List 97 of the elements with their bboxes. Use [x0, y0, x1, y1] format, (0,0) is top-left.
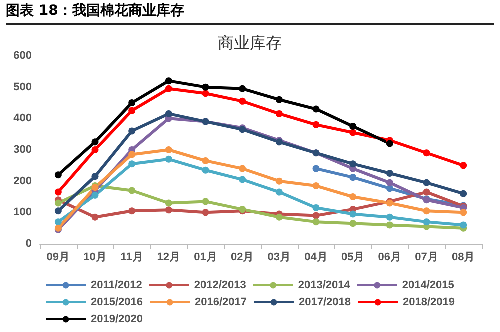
legend-label: 2013/2014	[298, 280, 352, 292]
point	[54, 208, 62, 215]
point	[423, 179, 430, 186]
point	[350, 123, 357, 130]
point	[202, 90, 210, 98]
point	[312, 121, 320, 128]
point	[312, 182, 320, 190]
point	[92, 173, 99, 180]
x-tick-label: 07月	[415, 252, 438, 264]
legend-label: 2014/2015	[402, 280, 454, 292]
point	[350, 160, 357, 168]
point	[54, 200, 62, 207]
chart-subtitle: 商业库存	[218, 34, 282, 52]
legend-label: 2019/2020	[91, 314, 143, 326]
legend-label: 2015/2016	[91, 296, 143, 308]
point	[165, 110, 172, 118]
legend-label: 2011/2012	[91, 280, 142, 292]
point	[128, 151, 136, 158]
point	[54, 218, 62, 226]
x-tick-label: 05月	[341, 252, 365, 264]
point	[128, 128, 136, 135]
point	[386, 179, 394, 186]
point	[165, 200, 172, 207]
chart-title: 图表 18：我国棉花商业库存	[6, 2, 494, 25]
point	[92, 146, 99, 154]
point	[350, 220, 357, 228]
y-tick-label: 500	[14, 81, 32, 94]
point	[239, 98, 246, 105]
point	[202, 209, 210, 216]
point	[128, 208, 136, 215]
x-tick-label: 01月	[194, 252, 218, 264]
point	[276, 178, 283, 185]
legend-label: 2012/2013	[194, 280, 246, 292]
point	[276, 110, 283, 118]
point	[460, 222, 468, 229]
point	[276, 96, 283, 104]
point	[312, 212, 320, 220]
y-tick-label: 100	[14, 206, 32, 219]
point	[386, 140, 394, 148]
y-tick-label: 400	[14, 112, 32, 125]
point	[54, 188, 62, 196]
point	[423, 188, 430, 196]
x-tick-label: 11月	[120, 252, 144, 264]
point	[165, 206, 172, 214]
point	[239, 85, 246, 92]
x-tick-label: 12月	[157, 252, 181, 264]
legend-label: 2016/2017	[195, 296, 247, 308]
point	[202, 198, 210, 206]
legend-label: 2017/2018	[298, 296, 351, 308]
point	[239, 176, 246, 184]
x-tick-label: 10月	[84, 252, 107, 264]
y-tick-label: 300	[14, 144, 32, 156]
point	[350, 129, 357, 136]
point	[92, 214, 99, 221]
point	[312, 218, 320, 226]
point	[350, 210, 357, 218]
point	[423, 218, 430, 226]
point	[202, 166, 210, 174]
point	[92, 192, 99, 199]
point	[460, 190, 468, 198]
y-tick-label: 600	[14, 50, 32, 62]
point	[460, 209, 468, 216]
point	[350, 194, 357, 200]
point	[165, 156, 172, 163]
point	[312, 165, 320, 172]
point	[202, 84, 210, 91]
point	[128, 187, 136, 194]
point	[460, 162, 468, 170]
point	[128, 107, 136, 114]
point	[202, 157, 210, 164]
point	[312, 106, 320, 113]
x-tick-label: 04月	[304, 252, 328, 264]
point	[128, 160, 136, 168]
point	[386, 214, 394, 221]
point	[386, 170, 394, 177]
x-tick-label: 06月	[378, 252, 402, 264]
point	[350, 174, 357, 182]
point	[165, 78, 172, 85]
point	[423, 208, 430, 215]
x-tick-label: 09月	[46, 252, 70, 264]
x-tick-label: 03月	[268, 252, 292, 264]
point	[276, 214, 283, 221]
point	[165, 146, 172, 154]
point	[165, 85, 172, 92]
point	[239, 165, 246, 172]
point	[54, 172, 62, 179]
y-tick-label: 0	[26, 238, 32, 250]
point	[276, 188, 283, 196]
x-tick-label: 02月	[230, 252, 254, 264]
x-tick-label: 08月	[452, 252, 476, 264]
point	[386, 222, 394, 229]
point	[312, 204, 320, 212]
point	[92, 138, 99, 146]
y-tick-label: 200	[14, 175, 32, 188]
legend-label: 2018/2019	[402, 296, 455, 308]
point	[128, 100, 136, 106]
point	[423, 150, 430, 157]
